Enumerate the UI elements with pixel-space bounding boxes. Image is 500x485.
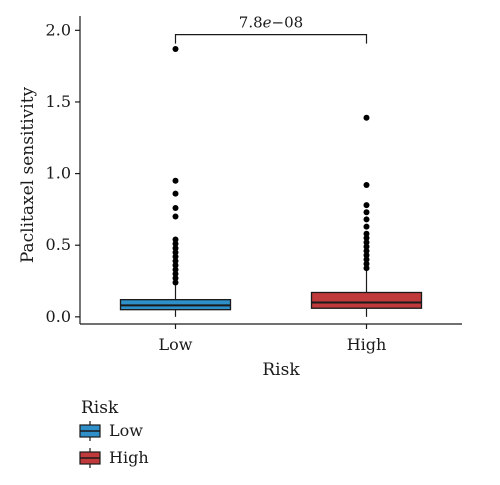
significance-label: 7.8e−08 bbox=[239, 14, 303, 32]
outlier-point bbox=[363, 260, 370, 267]
legend-label-low: Low bbox=[109, 421, 143, 440]
legend-item-low: Low bbox=[79, 421, 143, 441]
legend: Risk Low High bbox=[79, 398, 149, 468]
legend-key-low bbox=[79, 421, 101, 441]
outlier-point bbox=[172, 213, 179, 220]
legend-item-high: High bbox=[79, 448, 149, 468]
outlier-point bbox=[363, 182, 370, 189]
x-tick-label: High bbox=[347, 335, 387, 354]
outlier-point bbox=[172, 262, 179, 269]
box-low bbox=[119, 45, 232, 317]
outlier-point bbox=[363, 265, 370, 272]
box-high bbox=[310, 114, 423, 317]
x-tick-label: Low bbox=[159, 335, 193, 354]
outlier-point bbox=[172, 275, 179, 282]
significance-bracket bbox=[174, 34, 368, 44]
outlier-point bbox=[363, 216, 370, 223]
outlier-point bbox=[172, 253, 179, 260]
y-axis-title: Paclitaxel sensitivity bbox=[18, 86, 38, 263]
y-tick-label: 0.0 bbox=[46, 307, 71, 326]
outlier-point bbox=[172, 236, 179, 243]
outlier-point bbox=[363, 235, 370, 242]
outlier-point bbox=[172, 204, 179, 211]
outlier-point bbox=[363, 223, 370, 230]
outlier-point bbox=[172, 266, 179, 273]
outlier-point bbox=[172, 240, 179, 247]
legend-title: Risk bbox=[81, 398, 119, 418]
outlier-point bbox=[172, 245, 179, 252]
outlier-point bbox=[172, 190, 179, 197]
outlier-point bbox=[363, 114, 370, 121]
outlier-point bbox=[172, 270, 179, 277]
legend-label-high: High bbox=[109, 448, 149, 467]
outlier-point bbox=[363, 243, 370, 250]
outlier-point bbox=[363, 247, 370, 254]
outlier-point bbox=[363, 209, 370, 216]
box-body bbox=[310, 291, 423, 309]
y-tick-label: 2.0 bbox=[46, 20, 71, 39]
outlier-point bbox=[172, 279, 179, 286]
plot-area: 0.0 0.5 1.0 1.5 2.0 Low High bbox=[46, 16, 462, 354]
outlier-point bbox=[363, 256, 370, 263]
y-tick-label: 1.5 bbox=[46, 92, 71, 111]
outlier-point bbox=[363, 230, 370, 237]
outlier-point bbox=[172, 249, 179, 256]
outlier-point bbox=[363, 202, 370, 209]
y-tick-label: 1.0 bbox=[46, 164, 71, 183]
outlier-point bbox=[172, 257, 179, 264]
outlier-point bbox=[172, 45, 179, 52]
x-axis-title: Risk bbox=[262, 360, 300, 380]
legend-key-high bbox=[79, 448, 101, 468]
outlier-point bbox=[363, 239, 370, 246]
y-tick-label: 0.5 bbox=[46, 235, 71, 254]
outlier-point bbox=[172, 177, 179, 184]
outlier-point bbox=[363, 252, 370, 259]
